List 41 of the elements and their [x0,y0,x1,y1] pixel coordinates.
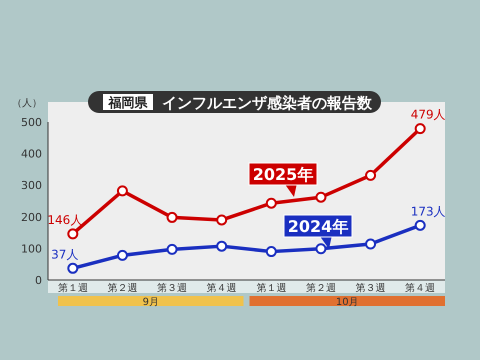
data-label: 37人 [51,247,78,262]
x-tick-label: 第３週 [356,282,386,294]
y-tick-label: 500 [21,116,42,129]
x-tick-label: 第２週 [306,282,336,294]
point [365,170,376,181]
point [166,244,178,255]
data-label: 173人 [410,204,446,218]
x-tick-label: 第１週 [58,282,88,294]
point [315,243,326,254]
point [315,192,326,203]
point [414,220,426,231]
point [116,250,128,261]
point [67,228,78,240]
point [67,262,78,274]
point [216,214,228,226]
y-tick-label: 100 [21,242,42,256]
text: 9月 [142,297,159,308]
point [116,185,128,196]
x-tick-label: 第４週 [405,282,436,294]
chart-title: 福岡県 [108,95,148,111]
data-label: 146人 [47,212,82,227]
y-axis-title: （人） [12,98,42,109]
y-tick-label: 300 [21,179,42,192]
point [365,238,376,250]
x-tick-label: 第４週 [206,282,237,294]
y-tick-label: 400 [21,148,42,161]
point [266,198,277,209]
text: 10月 [336,297,359,308]
point [216,240,228,252]
point [166,212,178,223]
x-tick-label: 第２週 [107,282,138,294]
x-tick-label: 第１週 [256,282,286,294]
series-label: 2025年 [252,165,314,184]
point [266,246,277,258]
y-tick-label: 0 [35,274,42,287]
y-tick-label: 200 [21,210,42,224]
chart-subtitle: インフルエンザ感染者の報告数 [162,94,373,112]
point [414,123,426,134]
x-tick-label: 第３週 [157,282,188,294]
series-label: 2024年 [288,217,348,236]
data-label: 479人 [410,108,446,122]
